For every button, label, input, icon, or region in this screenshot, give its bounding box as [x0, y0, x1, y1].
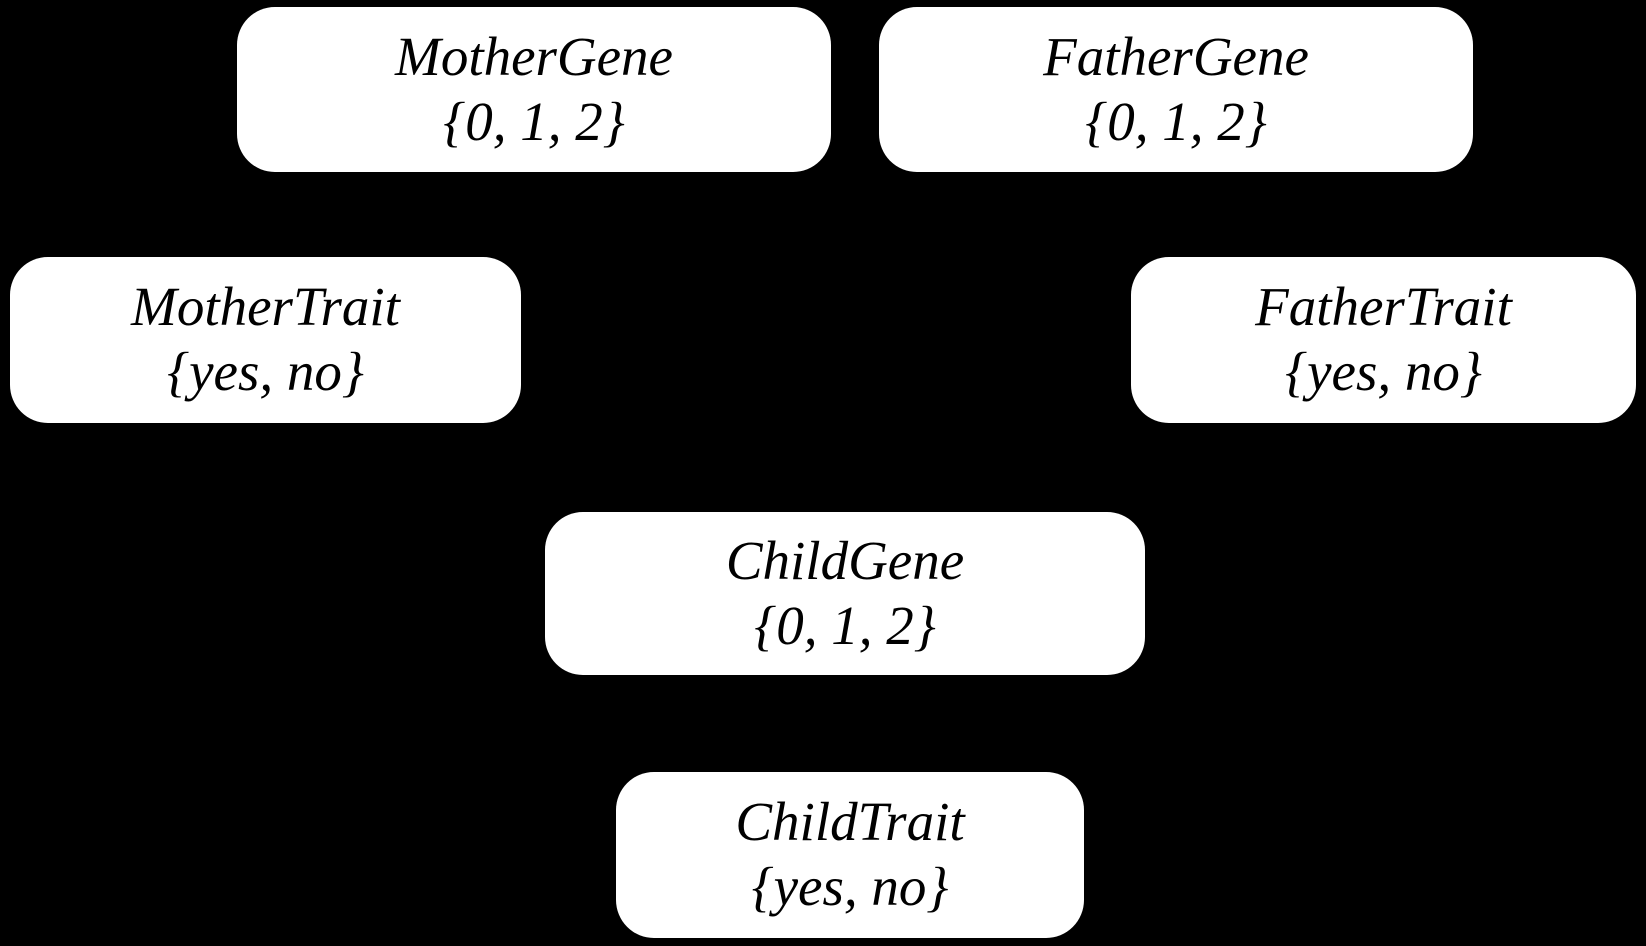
- node-father-gene-label: FatherGene: [1043, 25, 1309, 87]
- node-mother-gene-domain: {0, 1, 2}: [443, 90, 625, 152]
- node-mother-trait-label: MotherTrait: [131, 276, 400, 338]
- node-child-trait-label: ChildTrait: [735, 791, 965, 853]
- node-mother-trait: MotherTrait {yes, no}: [10, 257, 521, 423]
- node-mother-gene-label: MotherGene: [395, 25, 673, 87]
- node-mother-gene: MotherGene {0, 1, 2}: [237, 7, 831, 172]
- node-father-trait-label: FatherTrait: [1255, 276, 1512, 338]
- node-child-gene: ChildGene {0, 1, 2}: [545, 512, 1145, 675]
- node-father-trait: FatherTrait {yes, no}: [1131, 257, 1636, 423]
- node-child-trait: ChildTrait {yes, no}: [616, 772, 1084, 938]
- node-father-gene: FatherGene {0, 1, 2}: [879, 7, 1473, 172]
- node-mother-trait-domain: {yes, no}: [167, 341, 364, 402]
- node-father-trait-domain: {yes, no}: [1285, 341, 1482, 402]
- node-child-gene-domain: {0, 1, 2}: [754, 594, 936, 656]
- node-father-gene-domain: {0, 1, 2}: [1085, 90, 1267, 152]
- node-child-gene-label: ChildGene: [725, 529, 965, 591]
- node-child-trait-domain: {yes, no}: [751, 856, 949, 917]
